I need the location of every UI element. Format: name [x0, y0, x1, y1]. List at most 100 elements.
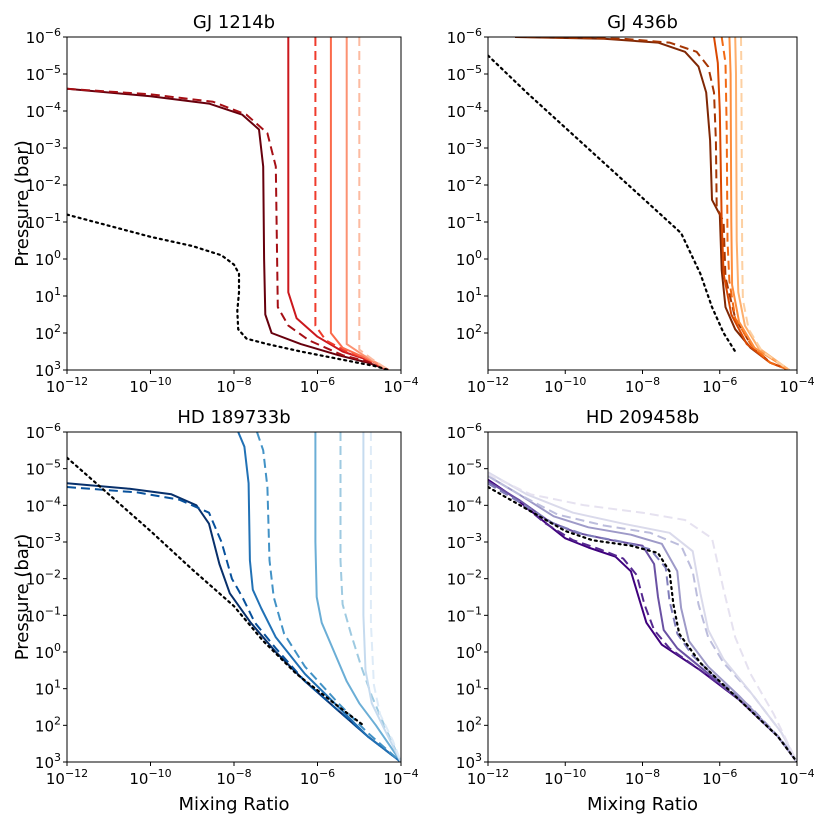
- y-tick-label: 100: [35, 641, 61, 662]
- series-group: [488, 471, 797, 762]
- plot-frame: [66, 36, 402, 371]
- y-tick-label: 103: [456, 751, 482, 772]
- x-tick-label: 10−8: [216, 767, 251, 788]
- series-line-s7: [358, 37, 390, 370]
- x-tick-label: 10−4: [383, 375, 418, 396]
- series-line-s6: [734, 37, 790, 370]
- series-line-s6: [345, 37, 390, 370]
- x-tick-label: 10−10: [129, 767, 171, 788]
- y-tick-label: 102: [35, 714, 61, 735]
- y-tick-label: 10−3: [447, 137, 482, 158]
- x-tick-label: 10−4: [779, 767, 814, 788]
- plot-frame: [66, 431, 402, 763]
- y-tick-label: 10−4: [447, 100, 482, 121]
- y-tick-label: 101: [456, 285, 482, 306]
- y-tick-label: 101: [456, 678, 482, 699]
- x-tick-label: 10−8: [625, 767, 660, 788]
- y-tick-label: 10−2: [26, 174, 61, 195]
- x-tick-label: 10−4: [383, 767, 418, 788]
- series-line-s6: [339, 432, 401, 762]
- series-line-s9: [67, 456, 365, 727]
- series-line-s9: [488, 485, 797, 762]
- series-group: [488, 37, 790, 370]
- x-tick-label: 10−12: [467, 767, 509, 788]
- series-line-s8: [488, 54, 737, 353]
- x-axis-label: Mixing Ratio: [587, 794, 698, 815]
- x-tick-label: 10−6: [702, 375, 737, 396]
- series-line-s2: [67, 87, 389, 370]
- series-group: [67, 37, 390, 370]
- x-tick-label: 10−6: [702, 767, 737, 788]
- y-tick-label: 10−4: [26, 494, 61, 515]
- panel-hd-189733b: 10−12 10−10 10−8 10−6 10−4 10−6 10−5 10−4 10−3 10…: [12, 407, 419, 815]
- y-tick-label: 100: [456, 641, 482, 662]
- y-tick-label: 101: [35, 285, 61, 306]
- y-tick-label: 100: [35, 248, 61, 269]
- y-axis-label: Pressure (bar): [12, 140, 33, 266]
- y-tick-label: 10−5: [26, 63, 61, 84]
- x-tick-label: 10−10: [544, 767, 586, 788]
- x-tick-label: 10−10: [129, 375, 171, 396]
- x-tick-label: 10−6: [300, 767, 335, 788]
- plot-frame: [487, 36, 798, 371]
- y-axis-label: Pressure (bar): [12, 534, 33, 660]
- y-tick-label: 10−5: [26, 458, 61, 479]
- series-line-s5: [728, 37, 790, 370]
- y-tick-label: 10−6: [26, 421, 61, 442]
- series-line-s2: [526, 37, 790, 370]
- series-line-s7: [740, 37, 790, 370]
- series-line-s4: [256, 432, 401, 762]
- chart-title: HD 189733b: [177, 407, 290, 428]
- y-tick-label: 10−6: [447, 26, 482, 47]
- panel-gj-1214b: 10−12 10−10 10−8 10−6 10−4 10−6 10−5 10−4 10−3 10…: [12, 12, 419, 396]
- y-tick-label: 10−1: [447, 211, 482, 232]
- series-line-s1: [67, 87, 389, 370]
- x-tick-label: 10−12: [46, 375, 88, 396]
- y-tick-label: 103: [35, 359, 61, 380]
- series-line-s1: [488, 478, 797, 762]
- y-tick-label: 10−1: [447, 604, 482, 625]
- x-axis-label: Mixing Ratio: [179, 794, 290, 815]
- y-tick-label: 10−3: [26, 137, 61, 158]
- y-tick-label: 10−1: [26, 604, 61, 625]
- series-line-s5: [488, 475, 797, 762]
- y-tick-label: 10−1: [26, 211, 61, 232]
- y-tick-label: 10−3: [26, 531, 61, 552]
- y-tick-label: 102: [456, 322, 482, 343]
- series-line-s8: [488, 473, 797, 762]
- series-line-s5: [314, 432, 401, 762]
- y-tick-label: 103: [35, 751, 61, 772]
- chart-title: GJ 1214b: [193, 12, 275, 33]
- series-line-s7: [362, 432, 401, 762]
- panel-hd-209458b: 10−12 10−10 10−8 10−6 10−4 10−6 10−5 10−4 10−3 10…: [447, 407, 815, 815]
- chart-title: HD 209458b: [586, 407, 699, 428]
- y-tick-label: 10−4: [26, 100, 61, 121]
- y-tick-label: 10−4: [447, 494, 482, 515]
- series-line-s3: [237, 432, 401, 762]
- y-tick-label: 101: [35, 678, 61, 699]
- x-tick-label: 10−8: [625, 375, 660, 396]
- x-tick-label: 10−12: [46, 767, 88, 788]
- series-line-s2: [67, 486, 401, 762]
- y-tick-label: 10−5: [447, 458, 482, 479]
- series-line-s3: [287, 37, 390, 370]
- series-line-s7: [488, 471, 797, 762]
- x-tick-label: 10−4: [779, 375, 814, 396]
- series-line-s1: [514, 37, 790, 370]
- series-line-s8: [369, 432, 401, 762]
- y-tick-label: 10−5: [447, 63, 482, 84]
- y-tick-label: 10−6: [26, 26, 61, 47]
- y-tick-label: 10−6: [447, 421, 482, 442]
- y-tick-label: 10−2: [26, 568, 61, 589]
- series-line-s4: [314, 37, 390, 370]
- series-line-s6: [488, 475, 797, 762]
- y-tick-label: 102: [35, 322, 61, 343]
- y-tick-label: 10−2: [447, 568, 482, 589]
- panel-gj-436b: 10−12 10−10 10−8 10−6 10−4 10−6 10−5 10−4 10−3 10…: [447, 12, 815, 396]
- series-line-s2: [488, 482, 797, 762]
- series-line-s4: [720, 37, 790, 370]
- chart-title: GJ 436b: [607, 12, 678, 33]
- series-group: [67, 432, 401, 762]
- y-tick-label: 10−2: [447, 174, 482, 195]
